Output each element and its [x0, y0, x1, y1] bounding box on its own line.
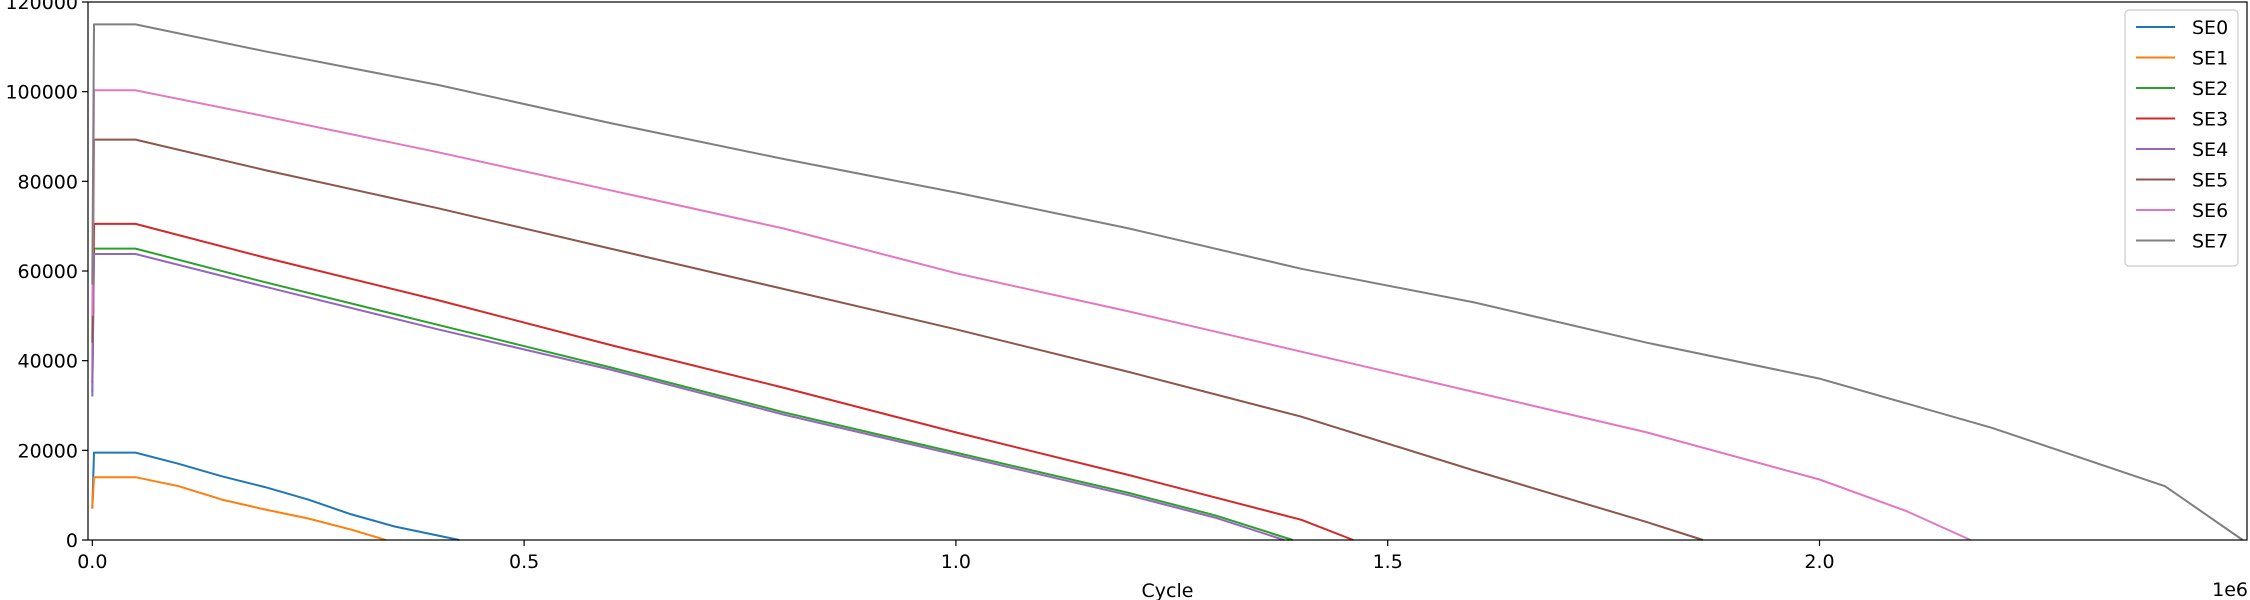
legend-box — [2124, 9, 2239, 267]
legend-label-se0: SE0 — [2192, 17, 2228, 39]
legend-label-se1: SE1 — [2192, 48, 2228, 70]
x-axis-ticks: 0.0 0.5 1.0 1.5 2.0 — [77, 540, 1835, 573]
y-tick-label: 120000 — [5, 0, 78, 14]
legend-label-se4: SE4 — [2192, 139, 2228, 161]
series-line-se0 — [91, 451, 460, 541]
x-tick-label: 0.0 — [77, 551, 107, 573]
plot-area-frame — [87, 1, 2248, 541]
series-line-se1 — [91, 476, 387, 541]
x-tick-label: 1.5 — [1373, 551, 1403, 573]
x-tick-label: 0.5 — [509, 551, 539, 573]
legend-label-se2: SE2 — [2192, 78, 2228, 100]
legend-label-se6: SE6 — [2192, 200, 2228, 222]
series-line-se7 — [91, 23, 2244, 541]
y-tick-label: 80000 — [18, 171, 78, 193]
y-tick-label: 20000 — [18, 440, 78, 462]
legend-label-se7: SE7 — [2192, 231, 2228, 253]
legend-label-se3: SE3 — [2192, 109, 2228, 131]
series-line-se3 — [91, 222, 1354, 541]
y-axis-ticks: 0 20000 40000 60000 80000 100000 120000 — [5, 0, 88, 552]
y-tick-label: 0 — [66, 530, 78, 552]
x-tick-label: 1.0 — [941, 551, 971, 573]
legend: SE0 SE1 SE2 SE3 SE4 SE5 SE6 SE7 — [2124, 9, 2239, 267]
legend-label-se5: SE5 — [2192, 170, 2228, 192]
series-line-se6 — [91, 89, 1972, 541]
x-axis-label: Cycle — [1142, 580, 1194, 600]
series-line-se2 — [91, 247, 1294, 541]
y-tick-label: 60000 — [18, 261, 78, 283]
y-tick-label: 100000 — [5, 82, 78, 104]
series-line-se4 — [91, 253, 1285, 541]
x-tick-label: 2.0 — [1804, 551, 1834, 573]
series-line-se5 — [91, 138, 1704, 541]
y-tick-label: 40000 — [18, 351, 78, 373]
series-lines — [91, 23, 2244, 541]
x-axis-offset-label: 1e6 — [2212, 579, 2248, 600]
